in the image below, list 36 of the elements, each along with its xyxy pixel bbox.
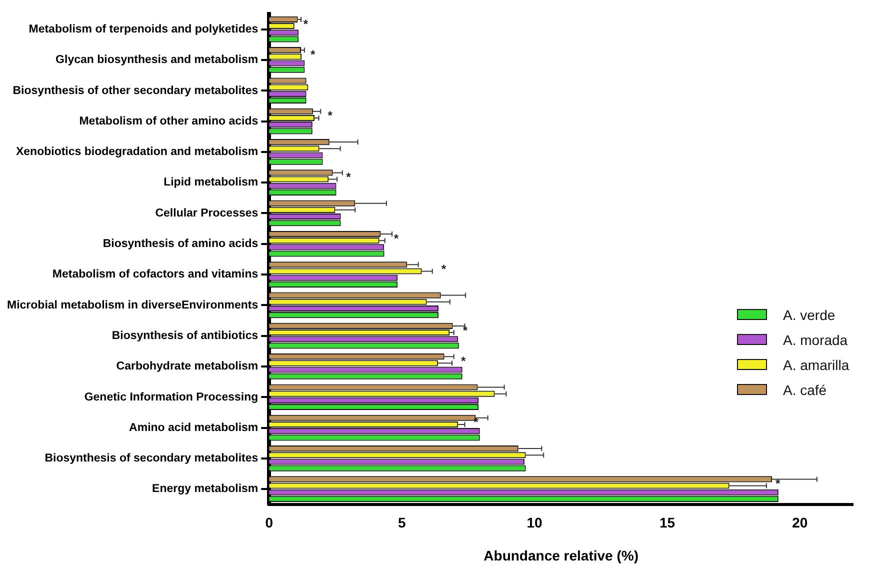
annotation: * xyxy=(303,16,308,31)
y-tick-label: Metabolism of terpenoids and polyketides xyxy=(28,23,258,36)
x-axis-title: Abundance relative (%) xyxy=(484,547,638,564)
y-tick-label: Metabolism of cofactors and vitamins xyxy=(52,268,258,281)
annotation: * xyxy=(462,323,468,338)
annotation: * xyxy=(775,476,780,491)
y-tick-label: Xenobiotics biodegradation and metabolism xyxy=(16,146,258,158)
annotation: * xyxy=(461,354,466,368)
annotation: * xyxy=(310,47,316,62)
y-tick-label: Glycan biosynthesis and metabolism xyxy=(56,54,258,66)
y-tick-label: Lipid metabolism xyxy=(164,176,258,189)
annotation: * xyxy=(441,262,446,276)
annotation: * xyxy=(328,108,333,123)
x-tick-label: 0 xyxy=(265,514,274,531)
y-tick-label: Biosynthesis of amino acids xyxy=(102,238,258,250)
y-tick-label: Carbohydrate metabolism xyxy=(116,360,258,373)
x-tick-label: 5 xyxy=(398,514,406,531)
annotation: * xyxy=(346,170,352,184)
legend-label: A. verde xyxy=(783,306,836,322)
y-tick-label: Energy metabolism xyxy=(152,483,258,496)
legend-label: A. morada xyxy=(783,332,848,348)
y-tick-label: Microbial metabolism in diverseEnvironments xyxy=(6,299,258,312)
annotation: * xyxy=(394,231,399,246)
annotation: * xyxy=(474,415,479,430)
y-tick-label: Cellular Processes xyxy=(155,207,258,220)
x-tick-label: 15 xyxy=(659,514,676,531)
y-tick-label: Biosynthesis of antibiotics xyxy=(112,330,258,342)
y-tick-label: Genetic Information Processing xyxy=(84,391,258,404)
x-tick-label: 20 xyxy=(792,514,808,531)
y-tick-label: Biosynthesis of secondary metabolites xyxy=(44,452,258,465)
legend-label: A. café xyxy=(783,382,827,398)
y-tick-label: Metabolism of other amino acids xyxy=(79,115,258,128)
legend-label: A. amarilla xyxy=(783,356,850,372)
y-tick-label: Amino acid metabolism xyxy=(129,422,258,434)
x-tick-label: 10 xyxy=(526,514,543,531)
y-tick-label: Biosynthesis of other secondary metabolites xyxy=(12,84,258,97)
